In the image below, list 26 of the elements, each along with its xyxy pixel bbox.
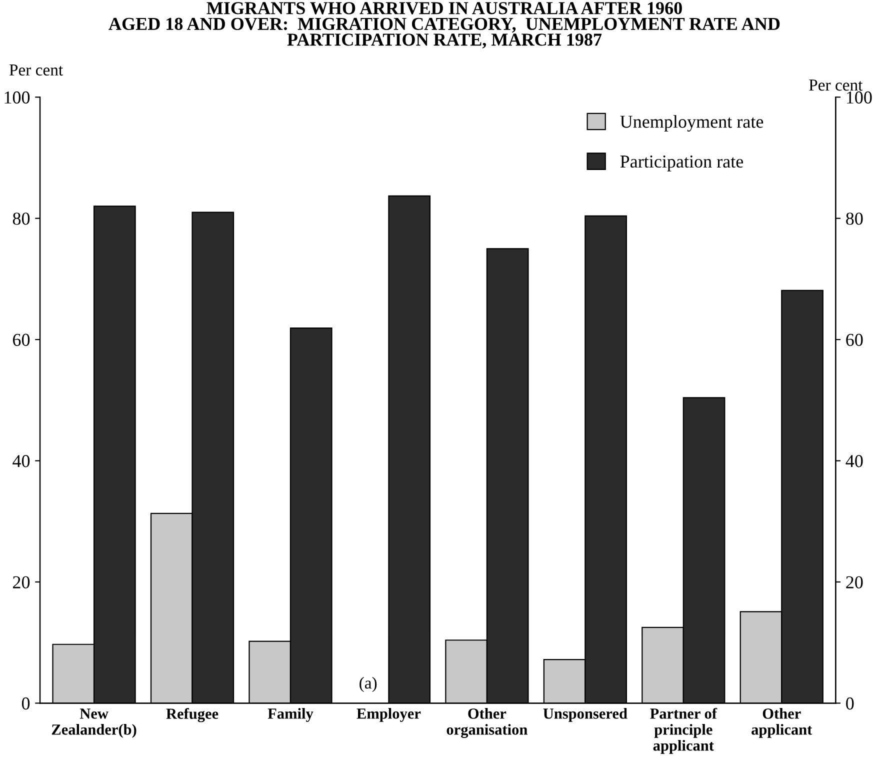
y-axis-title: Per cent	[9, 64, 63, 76]
legend-label: Participation rate	[620, 156, 744, 172]
x-tick-label: Family	[268, 708, 314, 722]
x-tick-label: Employer	[356, 708, 421, 722]
x-tick-label: Other applicant	[752, 708, 812, 738]
y-tick-label: 100	[4, 91, 30, 104]
x-tick-label: Other organisation	[446, 708, 528, 738]
x-tick-label: Partner of principle applicant	[650, 708, 718, 754]
y2-tick-label: 80	[846, 212, 863, 225]
chart-title: MIGRANTS WHO ARRIVED IN AUSTRALIA AFTER 1960 AGED 18 AND OVER: MIGRATION CATEGORY, UNEMPLOYMENT RATE AND PARTICIPATION RATE, MARCH 1987	[108, 2, 780, 48]
y2-tick-label: 40	[846, 455, 863, 468]
y-tick-label: 80	[12, 212, 30, 225]
y-tick-label: 60	[13, 334, 30, 346]
annotation: (a)	[360, 676, 377, 692]
y-tick-label: 40	[12, 455, 30, 468]
y2-tick-label: 20	[846, 576, 863, 588]
y2-tick-label: 60	[846, 334, 863, 346]
y2-tick-label: 100	[846, 91, 872, 104]
y2-tick-label: 0	[846, 697, 854, 710]
y-tick-label: 20	[13, 576, 30, 588]
y2-axis-title: Per cent	[809, 80, 863, 91]
x-tick-label: Refugee	[166, 708, 218, 722]
y-tick-label: 0	[22, 697, 30, 710]
x-tick-label: New Zealander(b)	[52, 708, 136, 738]
x-tick-label: Unsponsered	[543, 708, 628, 722]
legend-label: Unemployment rate	[620, 115, 764, 132]
